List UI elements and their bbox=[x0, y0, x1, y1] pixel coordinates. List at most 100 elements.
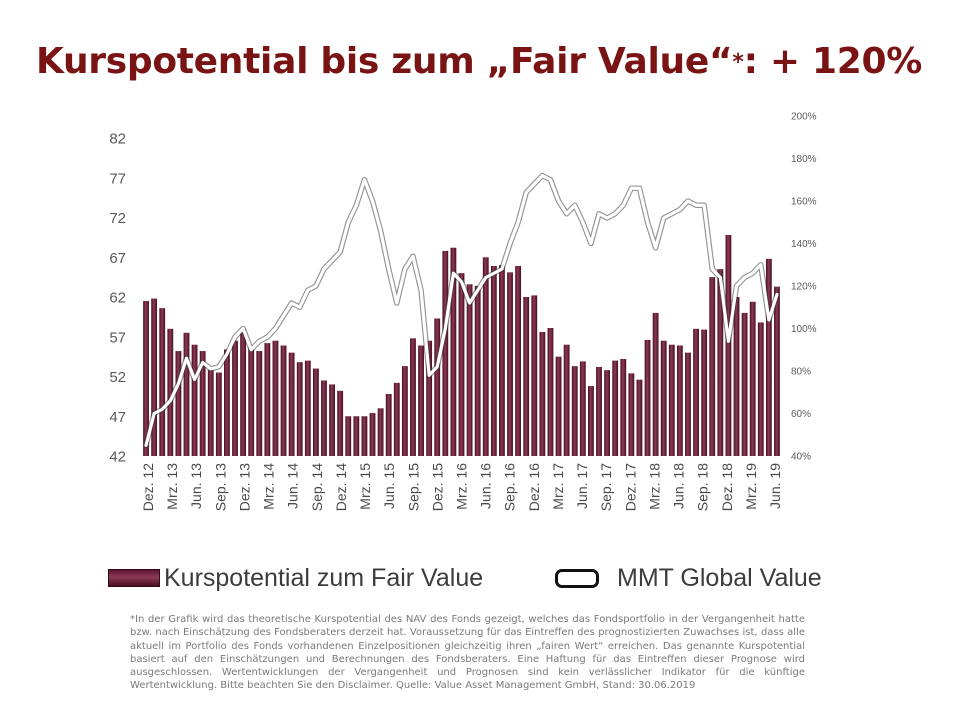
x-tick-label: Mrz. 16 bbox=[454, 463, 470, 510]
bar bbox=[741, 312, 748, 456]
bar bbox=[555, 356, 562, 457]
x-tick-label: Dez. 12 bbox=[140, 463, 156, 511]
bar bbox=[523, 297, 530, 456]
x-tick-label: Mrz. 13 bbox=[164, 463, 180, 510]
bar bbox=[717, 269, 724, 456]
left-tick-label: 82 bbox=[109, 131, 126, 148]
x-tick-label: Dez. 18 bbox=[719, 463, 735, 511]
bar bbox=[151, 298, 158, 456]
page-title: Kurspotential bis zum „Fair Value“*: + 1… bbox=[36, 38, 936, 87]
left-tick-label: 62 bbox=[109, 290, 126, 307]
bar bbox=[547, 328, 554, 456]
legend-item-line: MMT Global Value bbox=[555, 556, 822, 600]
bar bbox=[312, 368, 319, 456]
bar bbox=[515, 265, 522, 456]
bar bbox=[393, 382, 400, 456]
x-tick-label: Jun. 18 bbox=[671, 463, 687, 509]
left-tick-label: 67 bbox=[109, 250, 126, 267]
bar bbox=[507, 272, 513, 456]
bar bbox=[191, 344, 198, 456]
x-tick-label: Dez. 15 bbox=[429, 463, 445, 511]
legend: Kurspotential zum Fair Value MMT Global … bbox=[108, 556, 848, 600]
title-main: Kurspotential bis zum „Fair Value“ bbox=[36, 41, 733, 82]
legend-item-bars: Kurspotential zum Fair Value bbox=[108, 556, 483, 600]
bar bbox=[232, 340, 238, 456]
bar bbox=[442, 250, 449, 456]
x-tick-label: Dez. 17 bbox=[622, 463, 638, 511]
left-tick-label: 47 bbox=[109, 409, 126, 426]
bar bbox=[620, 359, 627, 456]
bar bbox=[304, 360, 311, 456]
footnote-text: *In der Grafik wird das theoretische Kur… bbox=[130, 614, 805, 692]
left-tick-label: 72 bbox=[109, 210, 126, 227]
bar bbox=[466, 284, 473, 456]
x-tick-label: Jun. 13 bbox=[188, 463, 204, 509]
title-asterisk: * bbox=[732, 50, 744, 75]
bar bbox=[725, 234, 732, 456]
bar bbox=[499, 265, 505, 456]
right-tick-label: 180% bbox=[791, 154, 817, 165]
legend-bar-swatch bbox=[108, 569, 160, 587]
bar bbox=[588, 386, 594, 456]
bar bbox=[272, 340, 279, 456]
bar-series bbox=[143, 234, 780, 457]
x-tick-label: Sep. 17 bbox=[598, 463, 614, 511]
bar bbox=[757, 322, 764, 456]
bar bbox=[652, 312, 659, 456]
bar bbox=[579, 361, 586, 456]
x-tick-label: Jun. 14 bbox=[285, 463, 301, 509]
bar bbox=[345, 416, 352, 456]
x-axis: Dez. 12 Mrz. 13 Jun. 13 Sep. 13 Dez. 13 Mrz. … bbox=[140, 463, 783, 511]
left-tick-label: 42 bbox=[109, 449, 126, 466]
bar bbox=[385, 393, 392, 456]
x-tick-label: Sep. 16 bbox=[502, 463, 518, 511]
bar bbox=[296, 362, 303, 456]
x-tick-label: Mrz. 17 bbox=[550, 463, 566, 510]
x-tick-label: Dez. 16 bbox=[526, 463, 542, 511]
right-tick-label: 100% bbox=[791, 324, 817, 335]
x-tick-label: Sep. 14 bbox=[309, 463, 325, 511]
bar bbox=[199, 351, 206, 456]
bar bbox=[563, 344, 570, 456]
bar bbox=[175, 351, 182, 456]
bar bbox=[685, 352, 691, 456]
left-axis: 82 77 72 67 62 57 52 47 42 bbox=[109, 131, 126, 466]
right-tick-label: 60% bbox=[791, 409, 811, 420]
x-tick-label: Jun. 19 bbox=[767, 463, 783, 509]
right-axis: 200% 180% 160% 140% 120% 100% 80% 60% 40% bbox=[791, 112, 817, 463]
bar bbox=[361, 416, 368, 456]
right-tick-label: 200% bbox=[791, 112, 817, 123]
bar bbox=[418, 345, 424, 456]
combo-chart: 82 77 72 67 62 57 52 47 42 200% 180% 160% 140% 120% 1… bbox=[109, 112, 817, 512]
bar bbox=[377, 408, 384, 456]
x-tick-label: Sep. 13 bbox=[212, 463, 228, 511]
bar bbox=[539, 331, 546, 456]
x-tick-label: Sep. 18 bbox=[695, 463, 711, 511]
bar bbox=[329, 384, 335, 456]
bar bbox=[240, 329, 247, 456]
bar bbox=[434, 318, 441, 456]
bar bbox=[353, 416, 360, 456]
x-tick-label: Mrz. 19 bbox=[743, 463, 759, 510]
bar bbox=[490, 265, 497, 456]
x-tick-label: Jun. 16 bbox=[478, 463, 494, 509]
bar bbox=[676, 345, 683, 456]
x-tick-label: Dez. 13 bbox=[236, 463, 252, 511]
bar bbox=[450, 247, 457, 456]
right-tick-label: 120% bbox=[791, 282, 817, 293]
bar bbox=[215, 372, 222, 456]
x-tick-label: Mrz. 14 bbox=[261, 463, 277, 510]
right-tick-label: 160% bbox=[791, 197, 817, 208]
right-tick-label: 80% bbox=[791, 367, 811, 378]
bar bbox=[628, 373, 635, 456]
footnote: *In der Grafik wird das theoretische Kur… bbox=[130, 613, 805, 693]
bar bbox=[765, 258, 772, 456]
bar bbox=[644, 339, 651, 456]
bar bbox=[709, 277, 716, 457]
line-path bbox=[144, 173, 779, 447]
x-tick-label: Jun. 17 bbox=[574, 463, 590, 509]
bar bbox=[774, 286, 780, 456]
left-tick-label: 52 bbox=[109, 369, 126, 386]
bar bbox=[660, 340, 667, 456]
bar bbox=[749, 301, 756, 456]
